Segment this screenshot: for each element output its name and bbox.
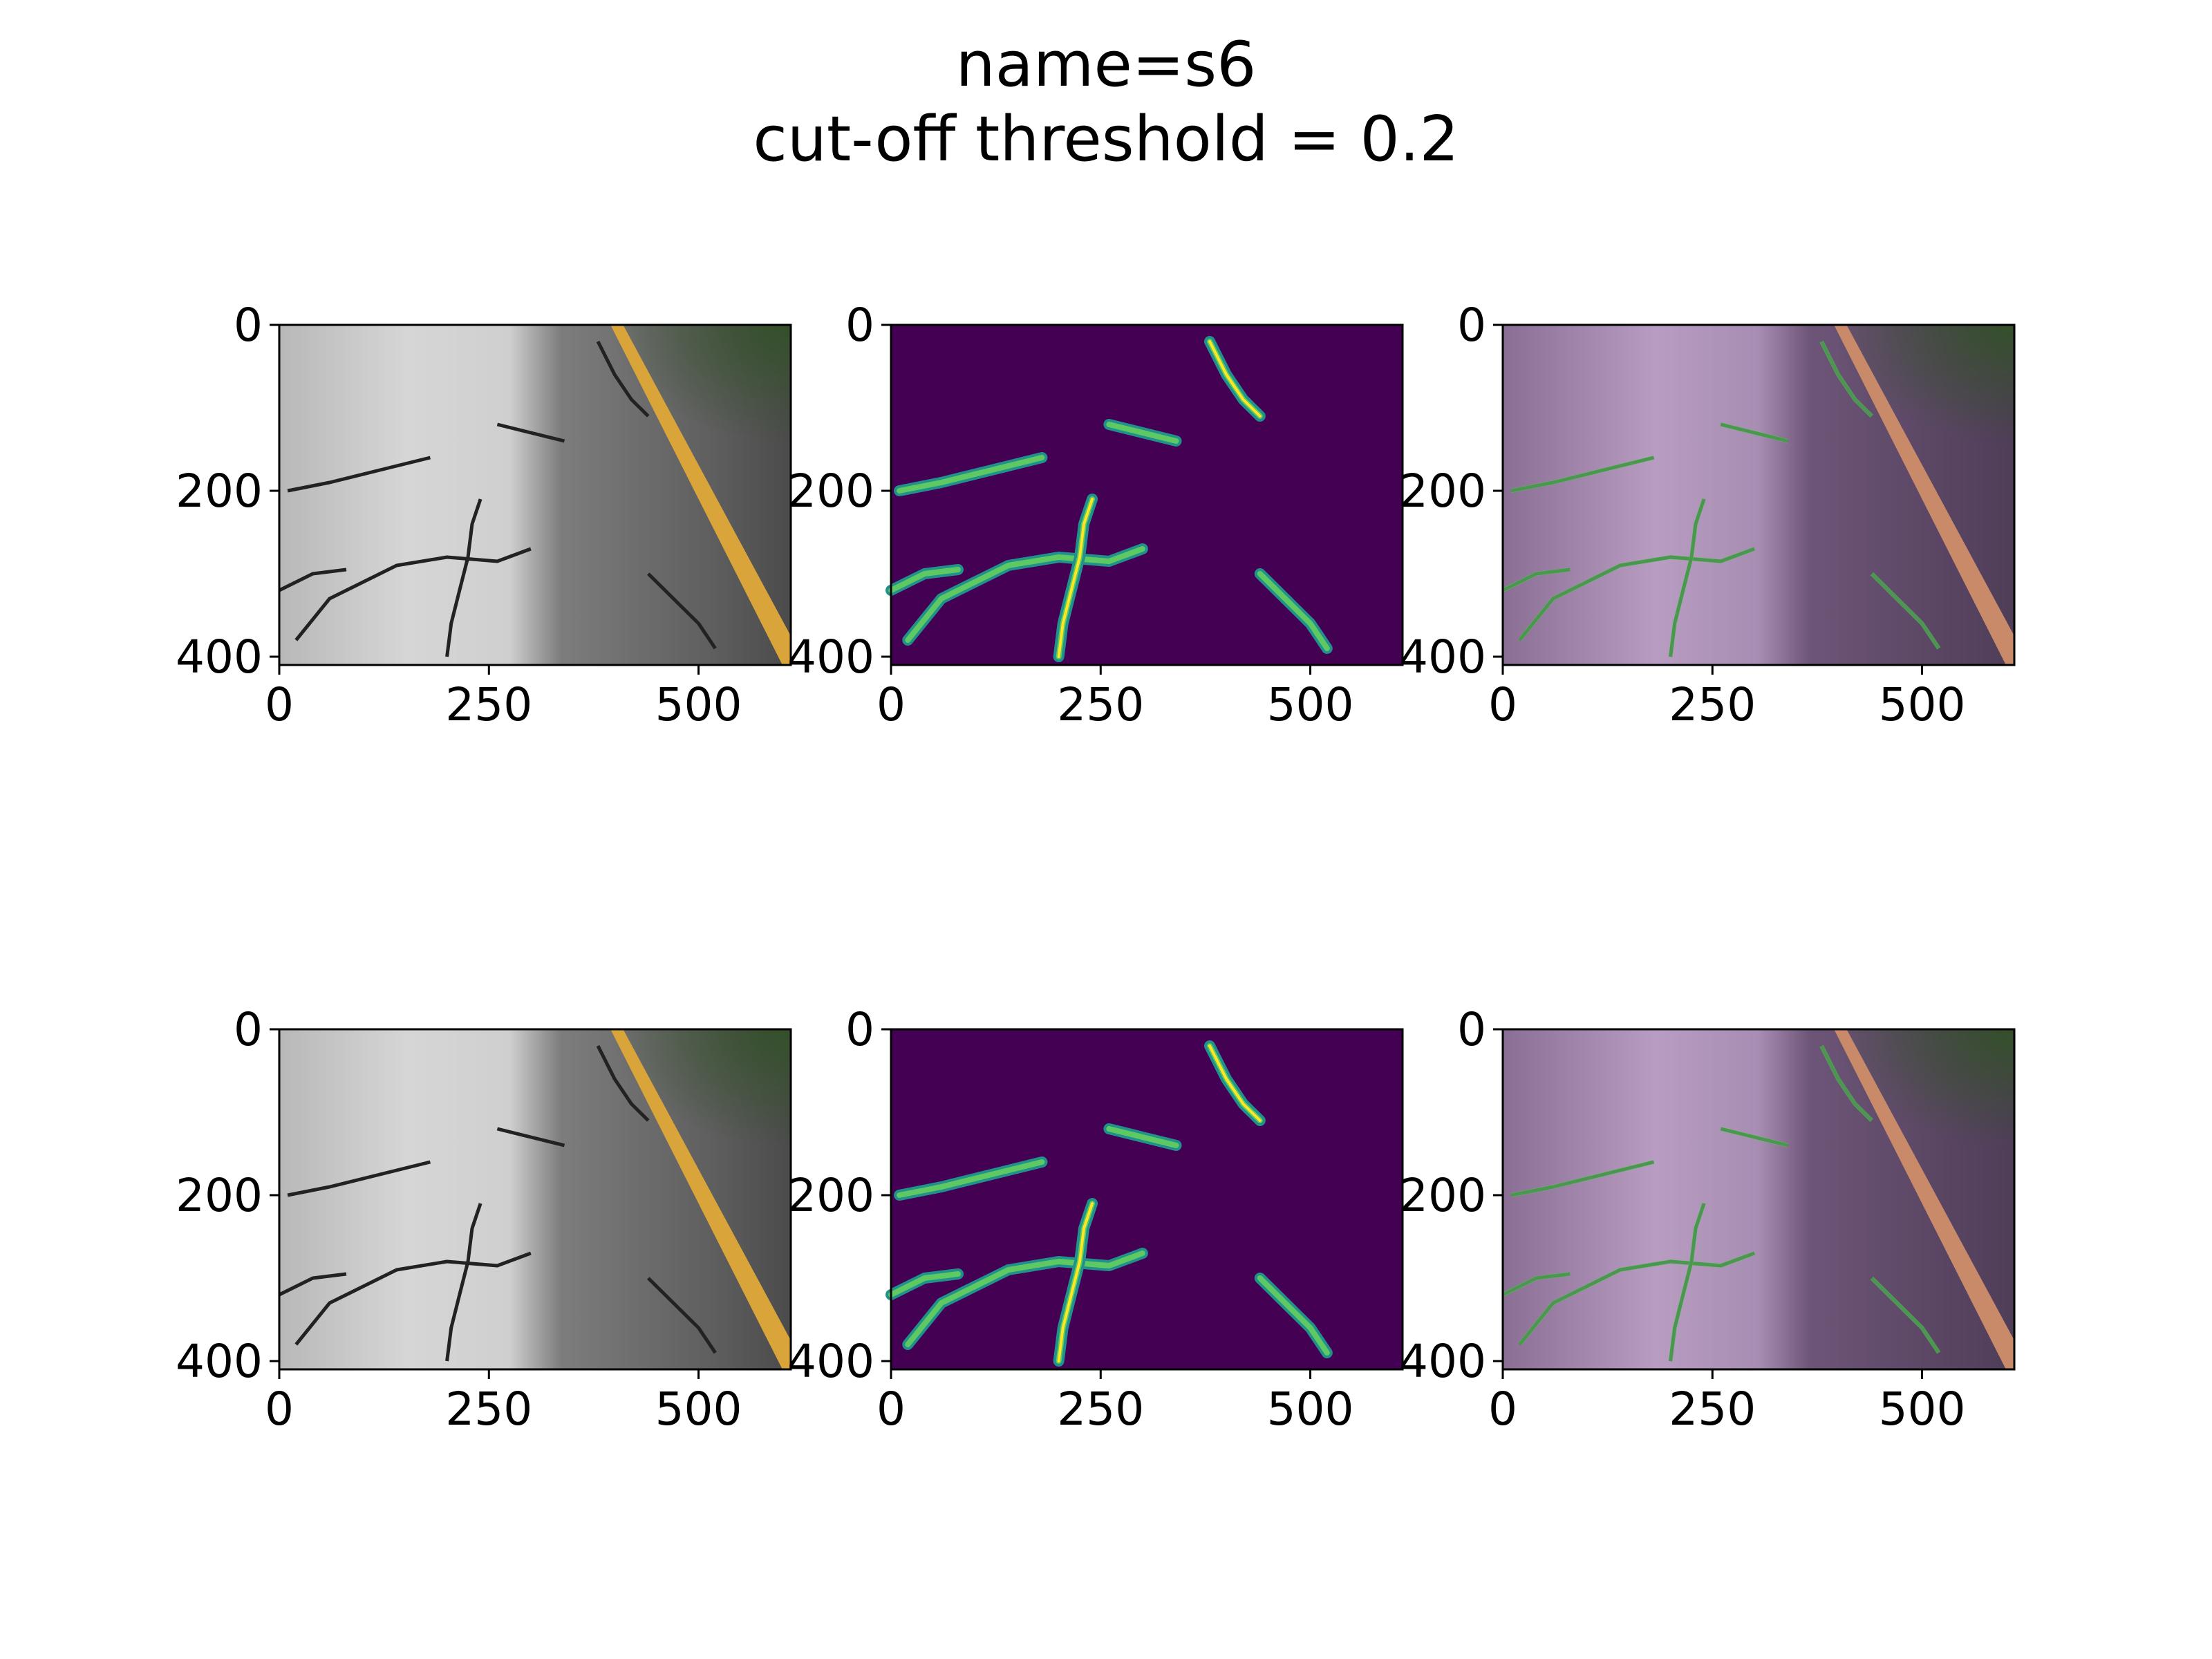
- y-tick-label: 200: [176, 1169, 263, 1222]
- y-tick-label: 0: [1457, 1003, 1486, 1056]
- road-crack: [287, 456, 431, 493]
- heatmap-crack-peak: [1208, 1044, 1262, 1122]
- overlay-crack-highlight: [1819, 340, 1873, 418]
- panel-r2c1: 0 250 500 0 200 400: [176, 1003, 792, 1436]
- heatmap-background: [891, 325, 1403, 665]
- road-crack: [496, 422, 565, 443]
- overlay-crack-highlight: [1501, 1272, 1571, 1297]
- x-tick-label: 0: [877, 1382, 906, 1436]
- road-crack: [596, 340, 650, 418]
- y-tick-label: 0: [234, 1003, 263, 1056]
- road-crack: [445, 1203, 482, 1362]
- road-crack: [496, 1127, 565, 1147]
- x-tick-label: 500: [1267, 678, 1354, 731]
- y-tick-label: 200: [787, 465, 874, 518]
- axes-frame: [890, 324, 1404, 666]
- panel-r1c2: 0 250 500 0 200 400: [787, 299, 1404, 731]
- y-tick-label: 200: [787, 1169, 874, 1222]
- heatmap-crack-core: [905, 1250, 1145, 1347]
- axes-frame: [1501, 324, 2016, 666]
- y-tick-label: 400: [787, 630, 874, 684]
- y-tick-label: 0: [845, 1003, 874, 1056]
- heatmap-crack-core: [897, 1159, 1045, 1198]
- heatmap-crack-core: [888, 567, 961, 593]
- x-tick-label: 0: [1488, 1382, 1517, 1436]
- y-tick-label: 400: [787, 1335, 874, 1388]
- panel-r2c3: 0 250 500 0 200 400: [1399, 1003, 2016, 1436]
- y-tick-label: 200: [1399, 1169, 1486, 1222]
- heatmap-background: [891, 1029, 1403, 1369]
- overlay-crack-highlight: [1517, 1251, 1755, 1346]
- panel-r2c2: 0 250 500 0 200 400: [787, 1003, 1404, 1436]
- heatmap-crack-core: [1257, 1275, 1330, 1356]
- overlay-crack-highlight: [1501, 568, 1571, 592]
- y-tick-label: 400: [176, 630, 263, 684]
- lane-line: [610, 325, 791, 665]
- overlay-crack-highlight: [1517, 547, 1755, 641]
- overlay-crack-highlight: [1870, 572, 1941, 650]
- road-crack: [445, 498, 482, 657]
- x-tick-label: 250: [1057, 678, 1144, 731]
- heatmap-crack-peak: [1057, 498, 1094, 658]
- x-tick-label: 250: [445, 1382, 532, 1436]
- y-tick-label: 200: [1399, 465, 1486, 518]
- overlay-crack-highlight: [1510, 456, 1655, 493]
- x-tick-label: 500: [1267, 1382, 1354, 1436]
- x-tick-label: 0: [265, 1382, 294, 1436]
- heatmap-crack-core: [1106, 422, 1179, 444]
- axes-frame: [278, 324, 792, 666]
- road-crack: [294, 547, 532, 641]
- y-tick-label: 400: [176, 1335, 263, 1388]
- figure-title-line2: cut-off threshold = 0.2: [753, 103, 1459, 176]
- x-tick-label: 500: [655, 1382, 742, 1436]
- road-crack: [287, 1160, 431, 1197]
- road-crack: [278, 568, 347, 592]
- x-tick-label: 250: [445, 678, 532, 731]
- overlay-crack-highlight: [1668, 1203, 1706, 1362]
- x-tick-label: 0: [265, 678, 294, 731]
- axes-frame: [890, 1028, 1404, 1371]
- lane-line: [1834, 1029, 2014, 1369]
- heatmap-crack-peak: [1057, 1202, 1094, 1362]
- y-tick-label: 200: [176, 465, 263, 518]
- overlay-crack-highlight: [1819, 1044, 1873, 1123]
- road-crack: [647, 572, 717, 650]
- overlay-crack-highlight: [1720, 422, 1789, 443]
- road-crack: [294, 1251, 532, 1346]
- x-tick-label: 0: [877, 678, 906, 731]
- road-crack: [596, 1044, 650, 1122]
- x-tick-label: 250: [1057, 1382, 1144, 1436]
- x-tick-label: 250: [1669, 1382, 1756, 1436]
- heatmap-crack-peak: [1208, 340, 1262, 418]
- overlay-crack-highlight: [1720, 1127, 1789, 1147]
- heatmap-crack-core: [1106, 1126, 1179, 1148]
- heatmap-crack-core: [897, 455, 1045, 494]
- y-tick-label: 400: [1399, 1335, 1486, 1388]
- y-tick-label: 400: [1399, 630, 1486, 684]
- x-tick-label: 500: [655, 678, 742, 731]
- x-tick-label: 250: [1669, 678, 1756, 731]
- overlay-crack-highlight: [1870, 1276, 1941, 1354]
- heatmap-crack-core: [888, 1271, 961, 1297]
- x-tick-label: 0: [1488, 678, 1517, 731]
- road-crack: [647, 1277, 717, 1354]
- axes-frame: [1501, 1028, 2016, 1371]
- heatmap-crack-core: [905, 546, 1145, 643]
- heatmap-crack-core: [1257, 571, 1330, 651]
- lane-line: [1834, 325, 2014, 665]
- x-tick-label: 500: [1879, 678, 1966, 731]
- axes-frame: [278, 1028, 792, 1371]
- panel-r1c1: 0 250 500 0 200 400: [176, 299, 792, 731]
- y-tick-label: 0: [845, 299, 874, 352]
- figure-title-line1: name=s6: [955, 28, 1257, 101]
- overlay-crack-highlight: [1668, 498, 1706, 657]
- x-tick-label: 500: [1879, 1382, 1966, 1436]
- y-tick-label: 0: [1457, 299, 1486, 352]
- overlay-crack-highlight: [1510, 1160, 1655, 1197]
- road-crack: [278, 1272, 347, 1297]
- panel-r1c3: 0 250 500 0 200 400: [1399, 299, 2016, 731]
- lane-line: [610, 1029, 791, 1369]
- y-tick-label: 0: [234, 299, 263, 352]
